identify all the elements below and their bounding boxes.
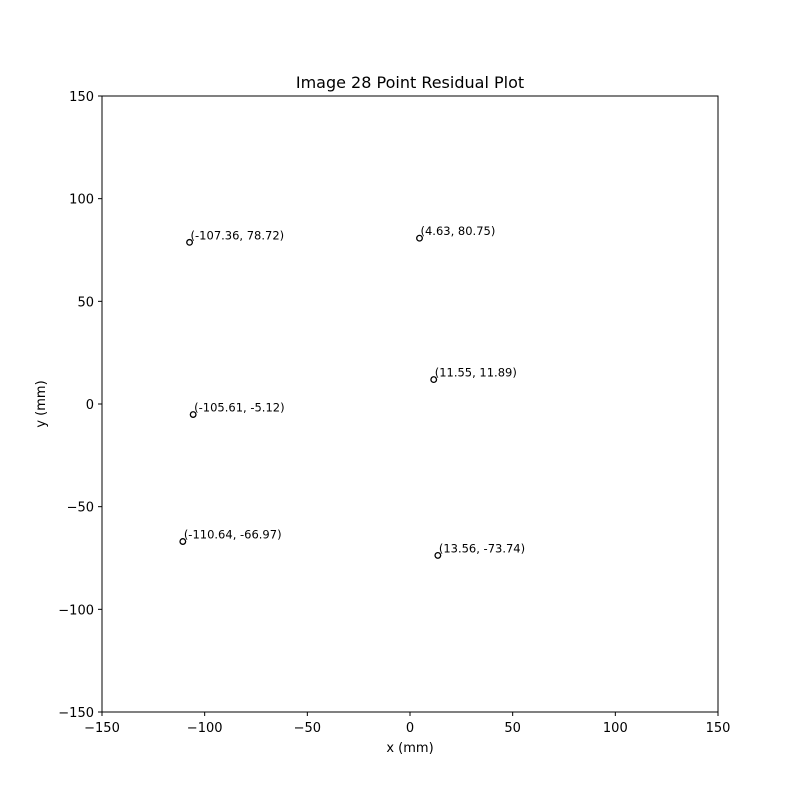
- data-point-marker: [434, 551, 442, 559]
- y-tick-label: 50: [77, 295, 94, 310]
- data-point-label: (-107.36, 78.72): [191, 228, 285, 242]
- plot-area: [101, 95, 719, 713]
- data-point-label: (-110.64, -66.97): [184, 528, 282, 542]
- y-tick-label: −150: [58, 706, 94, 721]
- x-tick-label: −50: [294, 721, 321, 736]
- data-point-marker: [179, 538, 187, 545]
- x-tick-label: −150: [84, 721, 120, 736]
- data-point-marker: [430, 376, 438, 384]
- y-tick-label: −100: [58, 603, 94, 618]
- x-axis-label: x (mm): [386, 741, 433, 756]
- x-tick-label: 50: [504, 721, 521, 736]
- data-point-label: (4.63, 80.75): [421, 224, 496, 238]
- y-axis-label: y (mm): [34, 380, 49, 427]
- data-points: (-107.36, 78.72) (4.63, 80.75) (11.55, 11.…: [179, 224, 525, 559]
- y-tick-label: −50: [67, 501, 94, 516]
- y-tick-label: 100: [69, 193, 94, 208]
- data-point-marker: [416, 234, 423, 242]
- y-tick-label: 150: [69, 90, 94, 105]
- data-point-label: (11.55, 11.89): [435, 366, 517, 380]
- x-tick-label: −100: [187, 721, 223, 736]
- data-point-label: (-105.61, -5.12): [194, 401, 284, 415]
- chart-title: Image 28 Point Residual Plot: [296, 73, 524, 92]
- axis-ticks: −150 −100 −50 0 50 100 150 −150 −100 −50 0 50 100 150: [58, 90, 730, 736]
- data-point-label: (13.56, -73.74): [439, 541, 525, 555]
- x-tick-label: 0: [406, 721, 414, 736]
- y-tick-label: 0: [86, 398, 94, 413]
- data-point-marker: [186, 238, 194, 246]
- x-tick-label: 150: [706, 721, 731, 736]
- x-tick-label: 100: [603, 721, 628, 736]
- data-point-marker: [189, 411, 197, 418]
